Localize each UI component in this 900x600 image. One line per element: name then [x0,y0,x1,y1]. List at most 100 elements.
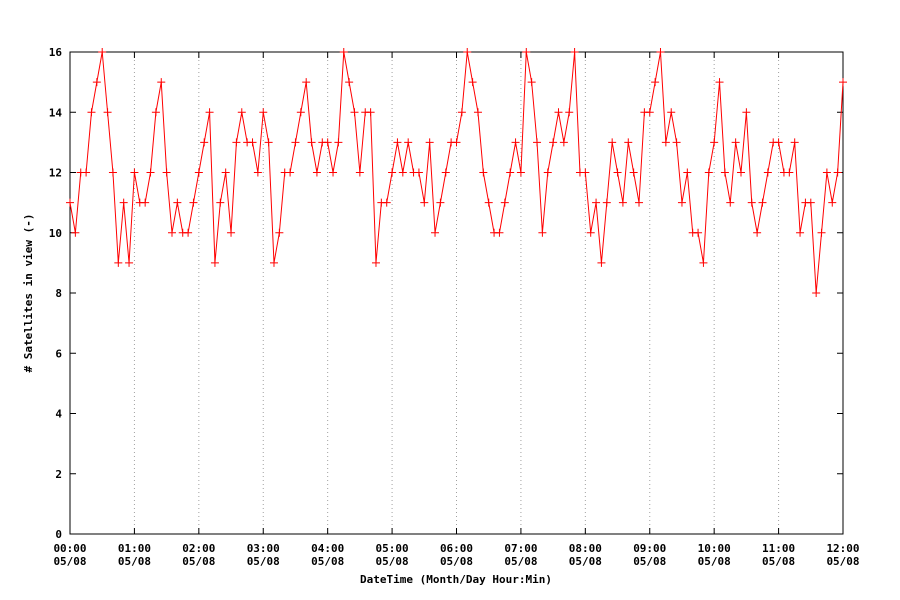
point-marker [157,78,166,87]
point-marker [275,228,284,237]
point-marker [173,198,182,207]
x-tick-label: 04:00 05/08 [311,542,344,568]
y-axis-label: # Satellites in view (-) [22,214,35,373]
point-marker [812,289,821,297]
point-marker [484,198,493,207]
point-marker [264,138,273,147]
point-marker [307,138,316,147]
point-marker [554,108,563,117]
point-marker [296,108,305,117]
point-marker [774,138,783,147]
point-marker [119,198,128,207]
x-tick-label: 07:00 05/08 [504,542,537,568]
y-tick-label: 2 [55,468,62,481]
x-tick-label: 09:00 05/08 [633,542,666,568]
y-tick-label: 6 [55,347,62,360]
point-marker [463,48,472,56]
point-marker [742,108,751,117]
x-tick-label: 12:00 05/08 [826,542,859,568]
point-marker [586,228,595,237]
point-marker [720,168,729,177]
point-marker [796,228,805,237]
point-marker [516,168,525,177]
point-marker [66,198,74,207]
point-marker [527,78,536,87]
point-marker [393,138,402,147]
y-tick-label: 10 [49,227,62,240]
point-marker [269,258,278,267]
point-marker [425,138,434,147]
point-marker [329,168,338,177]
point-marker [726,198,735,207]
point-marker [71,228,80,237]
point-marker [468,78,477,87]
point-marker [661,138,670,147]
point-marker [602,198,611,207]
point-marker [366,108,375,117]
point-marker [248,138,257,147]
point-marker [570,48,579,56]
point-marker [629,168,638,177]
point-marker [785,168,794,177]
point-marker [822,168,831,177]
x-tick-label: 06:00 05/08 [440,542,473,568]
point-marker [667,108,676,117]
point-marker [350,108,359,117]
point-marker [533,138,542,147]
point-marker [114,258,123,267]
point-marker [704,168,713,177]
point-marker [108,168,117,177]
point-marker [210,258,219,267]
point-marker [543,168,552,177]
point-marker [495,228,504,237]
point-marker [388,168,397,177]
x-axis-label: DateTime (Month/Day Hour:Min) [360,573,552,586]
point-marker [806,198,815,207]
point-marker [162,168,171,177]
point-marker [221,168,230,177]
point-marker [103,108,112,117]
point-marker [694,228,703,237]
point-marker [565,108,574,117]
point-marker [125,258,134,267]
x-tick-label: 02:00 05/08 [182,542,215,568]
point-marker [715,78,724,87]
point-marker [747,198,756,207]
point-marker [382,198,391,207]
point-marker [457,108,466,117]
point-marker [87,108,96,117]
point-marker [677,198,686,207]
x-tick-label: 05:00 05/08 [376,542,409,568]
point-marker [291,138,300,147]
x-tick-label: 00:00 05/08 [53,542,86,568]
point-marker [98,48,107,56]
y-tick-label: 16 [49,46,63,59]
point-marker [167,228,176,237]
y-tick-label: 12 [49,167,62,180]
point-marker [194,168,203,177]
point-marker [414,168,423,177]
point-marker [538,228,547,237]
point-marker [699,258,708,267]
point-marker [141,198,150,207]
point-marker [656,48,665,56]
point-marker [82,168,91,177]
point-marker [130,168,139,177]
y-tick-label: 4 [55,408,62,421]
point-marker [334,138,343,147]
point-marker [500,198,509,207]
point-marker [404,138,413,147]
point-marker [339,48,348,56]
point-marker [479,168,488,177]
point-marker [371,258,380,267]
point-marker [592,198,601,207]
x-tick-label: 01:00 05/08 [118,542,151,568]
point-marker [618,198,627,207]
point-marker [731,138,740,147]
point-marker [345,78,354,87]
point-marker [522,48,531,56]
point-marker [441,168,450,177]
point-marker [302,78,311,87]
point-marker [259,108,268,117]
